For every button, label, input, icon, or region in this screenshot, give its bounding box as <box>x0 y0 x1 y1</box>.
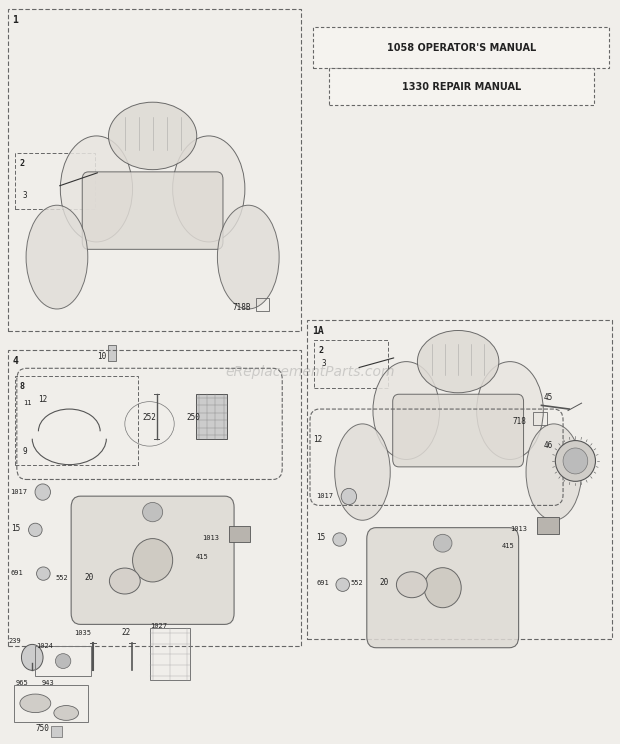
Ellipse shape <box>22 644 43 670</box>
Ellipse shape <box>424 568 461 608</box>
Ellipse shape <box>333 533 347 546</box>
Bar <box>14 684 88 722</box>
Ellipse shape <box>336 578 350 591</box>
Ellipse shape <box>20 694 51 713</box>
Text: 965: 965 <box>16 680 29 686</box>
Text: 1A: 1A <box>312 326 324 336</box>
Text: 15: 15 <box>11 525 20 533</box>
FancyBboxPatch shape <box>392 394 523 467</box>
Text: 250: 250 <box>187 413 200 422</box>
Ellipse shape <box>433 534 452 552</box>
FancyBboxPatch shape <box>329 68 594 105</box>
FancyBboxPatch shape <box>313 28 609 68</box>
Text: 8: 8 <box>20 382 25 391</box>
Text: 2: 2 <box>20 159 25 168</box>
Ellipse shape <box>143 502 162 522</box>
Text: 1027: 1027 <box>150 623 167 629</box>
Ellipse shape <box>563 448 588 474</box>
Text: 3: 3 <box>23 190 28 200</box>
Ellipse shape <box>29 523 42 536</box>
Text: 1013: 1013 <box>202 535 219 541</box>
Ellipse shape <box>26 205 88 309</box>
Text: 1035: 1035 <box>74 630 91 636</box>
Text: 718B: 718B <box>233 304 251 312</box>
Text: 46: 46 <box>543 440 552 449</box>
FancyBboxPatch shape <box>367 527 518 648</box>
Text: 9: 9 <box>23 446 28 455</box>
Text: 2: 2 <box>319 346 324 355</box>
Text: 691: 691 <box>316 580 329 586</box>
Text: 3: 3 <box>321 359 326 368</box>
Bar <box>533 412 547 426</box>
Ellipse shape <box>108 102 197 170</box>
Text: 12: 12 <box>313 435 322 444</box>
Text: 943: 943 <box>42 680 55 686</box>
Text: 4: 4 <box>12 356 19 366</box>
Ellipse shape <box>133 539 172 582</box>
Ellipse shape <box>109 568 140 594</box>
Ellipse shape <box>172 136 245 242</box>
Text: 1013: 1013 <box>511 526 528 533</box>
Text: 750: 750 <box>36 724 50 733</box>
Text: 552: 552 <box>350 580 363 586</box>
Text: 1017: 1017 <box>316 493 333 499</box>
Text: 1058 OPERATOR'S MANUAL: 1058 OPERATOR'S MANUAL <box>387 42 536 53</box>
Text: 22: 22 <box>122 628 131 637</box>
Ellipse shape <box>55 654 71 669</box>
Text: 15: 15 <box>316 533 326 542</box>
Text: 1: 1 <box>12 15 19 25</box>
Ellipse shape <box>477 362 543 460</box>
Text: 1330 REPAIR MANUAL: 1330 REPAIR MANUAL <box>402 82 521 92</box>
Ellipse shape <box>335 424 390 520</box>
Text: 415: 415 <box>196 554 208 559</box>
Text: 1017: 1017 <box>11 490 28 496</box>
Text: 415: 415 <box>502 543 514 549</box>
Ellipse shape <box>396 571 427 597</box>
Bar <box>537 517 559 533</box>
Ellipse shape <box>373 362 440 460</box>
Text: 691: 691 <box>11 570 24 576</box>
Text: 45: 45 <box>543 393 552 403</box>
Text: 11: 11 <box>23 400 32 406</box>
Text: 239: 239 <box>9 638 22 644</box>
FancyBboxPatch shape <box>82 172 223 249</box>
Text: 552: 552 <box>56 574 68 580</box>
Text: 10: 10 <box>97 352 106 361</box>
Ellipse shape <box>218 205 279 309</box>
Bar <box>229 526 250 542</box>
Text: 20: 20 <box>379 578 388 587</box>
Ellipse shape <box>526 424 582 520</box>
Ellipse shape <box>60 136 133 242</box>
Ellipse shape <box>37 567 50 580</box>
Text: 1024: 1024 <box>37 643 53 649</box>
Ellipse shape <box>417 330 499 393</box>
FancyBboxPatch shape <box>71 496 234 624</box>
Bar <box>51 726 62 737</box>
Text: 252: 252 <box>142 413 156 422</box>
Ellipse shape <box>556 440 595 481</box>
Bar <box>149 628 190 679</box>
Text: eReplacementParts.com: eReplacementParts.com <box>225 365 395 379</box>
Ellipse shape <box>341 488 356 504</box>
Text: 20: 20 <box>85 573 94 582</box>
Bar <box>108 344 115 361</box>
Ellipse shape <box>35 484 50 500</box>
Bar <box>255 298 269 311</box>
Text: 718: 718 <box>513 417 526 426</box>
Bar <box>35 647 91 676</box>
Ellipse shape <box>54 705 79 720</box>
Text: 12: 12 <box>38 394 48 404</box>
Bar <box>196 394 227 439</box>
